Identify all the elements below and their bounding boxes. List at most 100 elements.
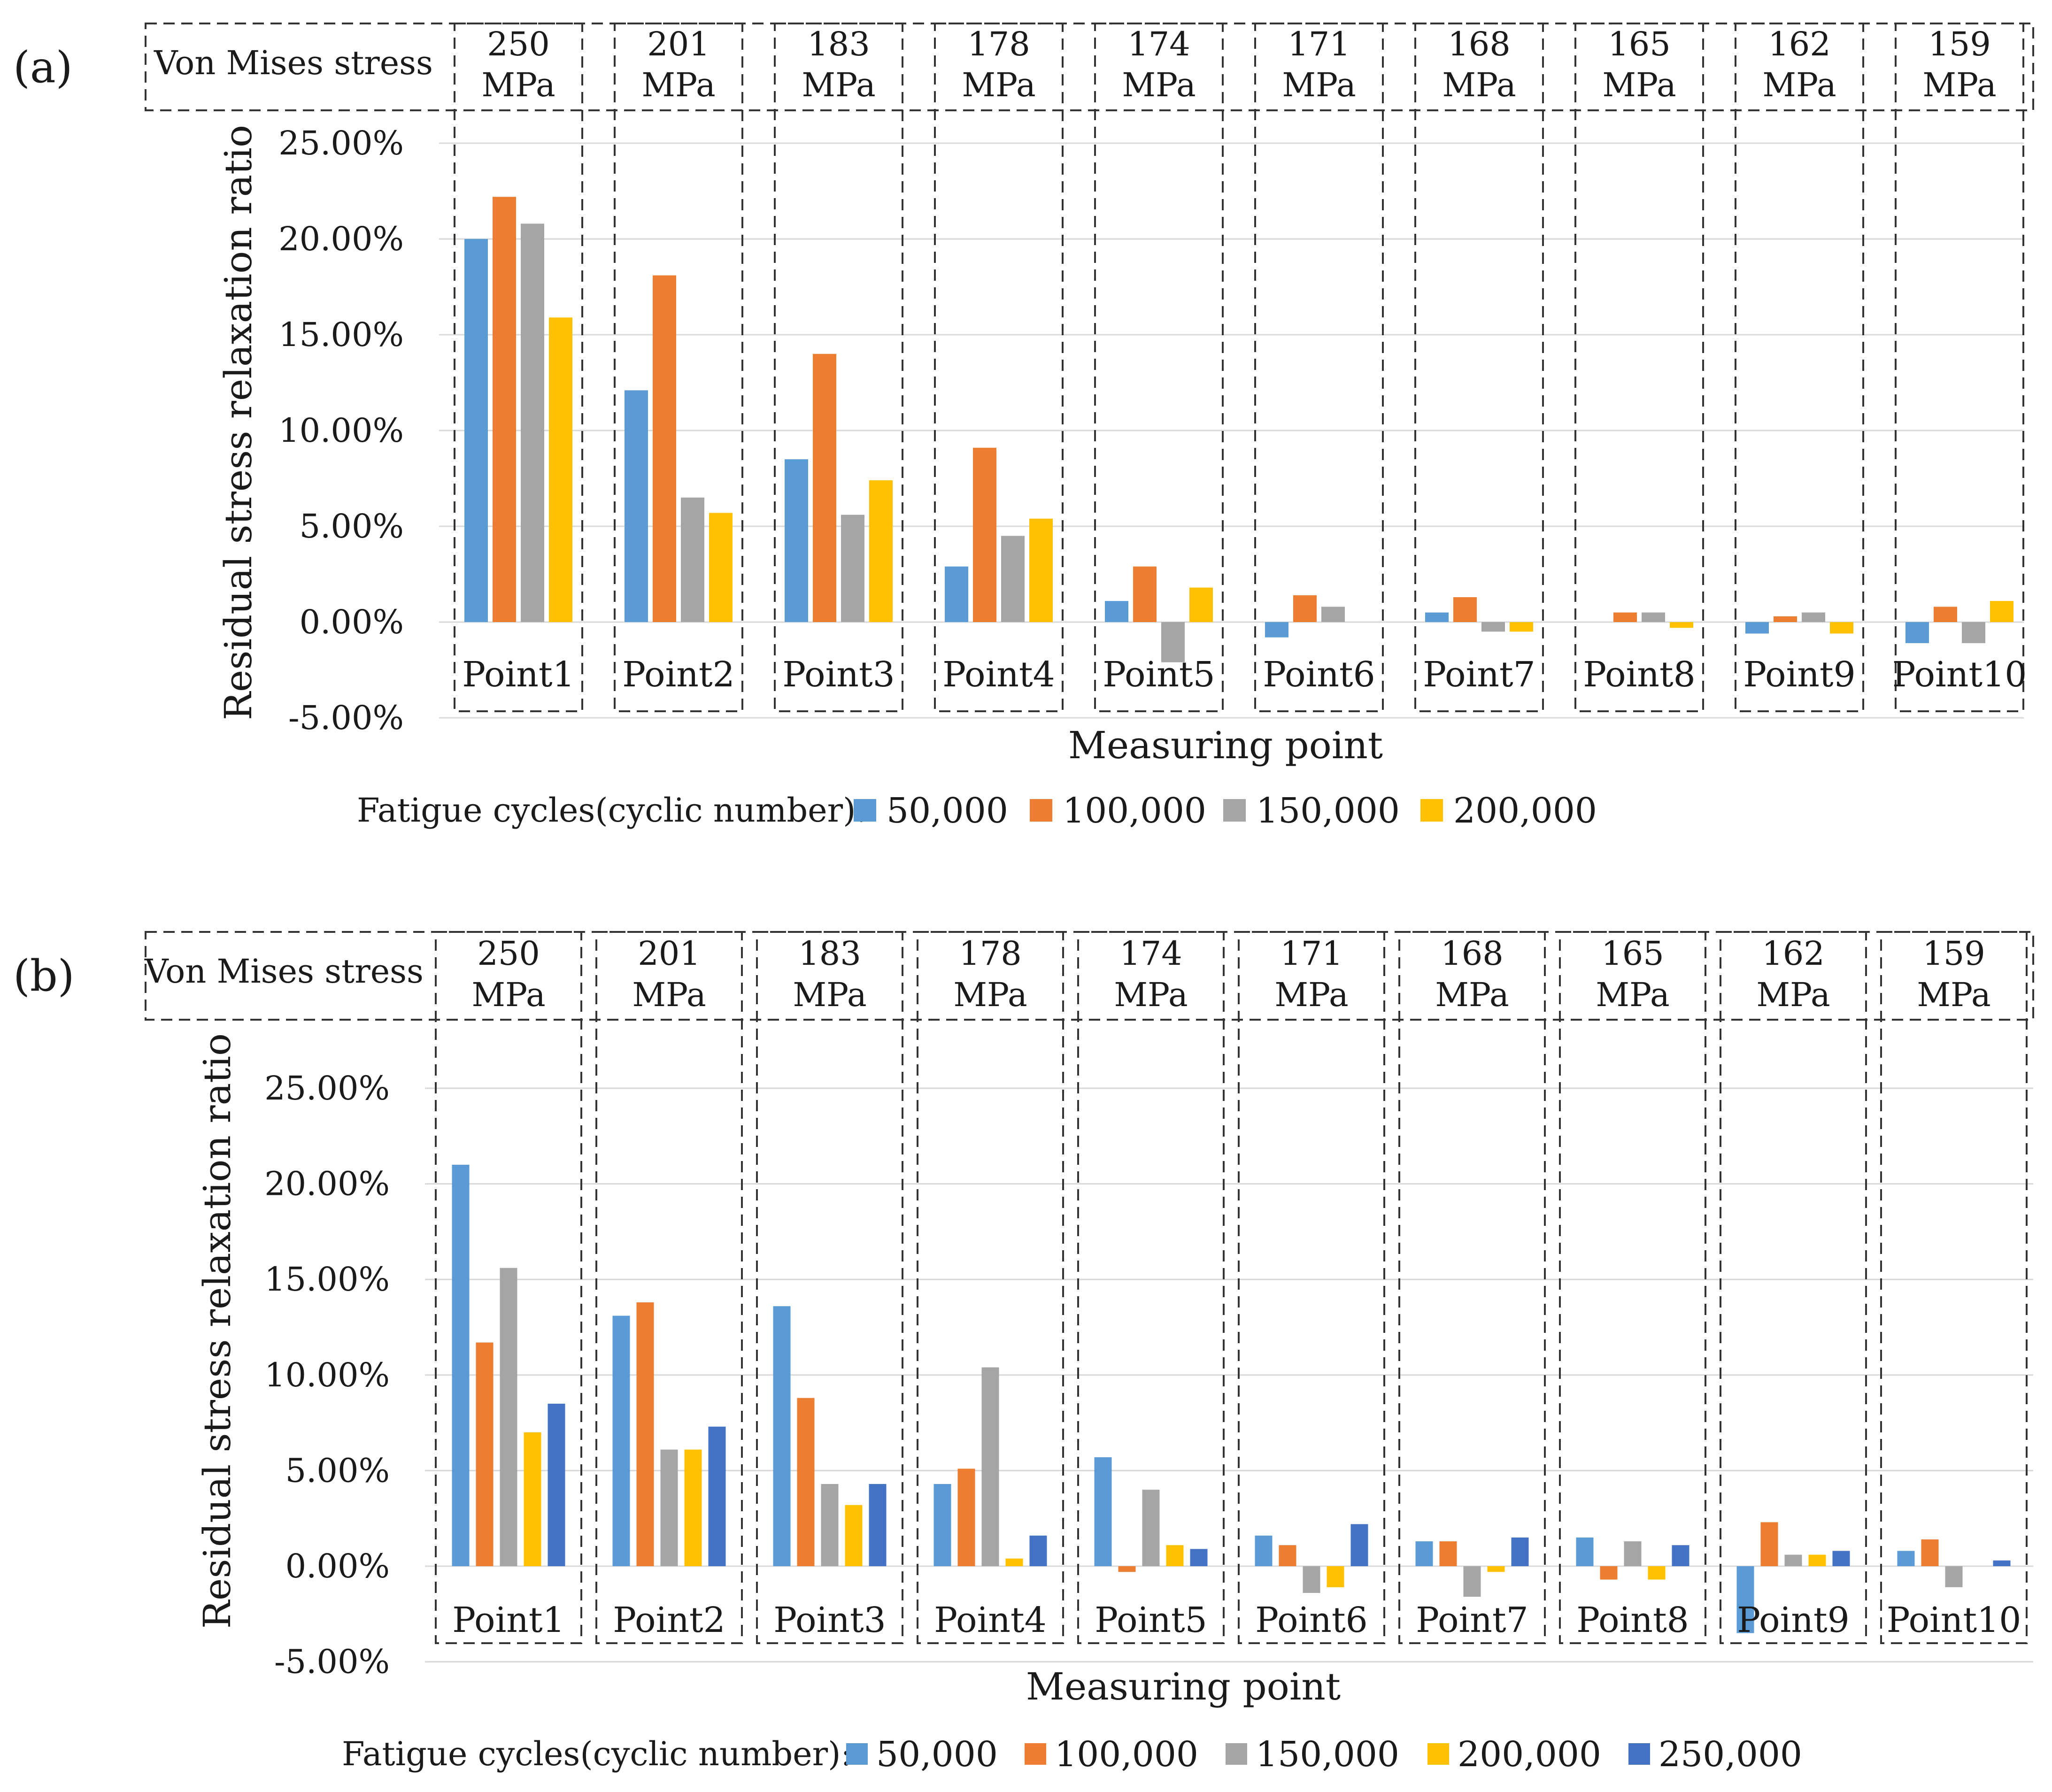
bar-point6-series-3 (1321, 607, 1345, 622)
bar-point4-series-1 (933, 1484, 951, 1566)
bar-point6-series-3 (1303, 1566, 1320, 1593)
stress-unit: MPa (471, 976, 545, 1014)
legend-swatch (1427, 1743, 1449, 1765)
category-label: Point1 (452, 1600, 565, 1640)
stress-value: 250 (487, 25, 550, 63)
stress-value: 165 (1608, 25, 1671, 63)
legend-swatch (1420, 799, 1443, 822)
bar-point5-series-5 (1190, 1549, 1208, 1566)
legend-swatch (1628, 1743, 1650, 1765)
stress-value: 183 (807, 25, 870, 63)
category-label: Point3 (773, 1600, 886, 1640)
stress-unit: MPa (793, 976, 866, 1014)
point-column-frame (1254, 23, 1384, 712)
bar-point2-series-1 (625, 390, 648, 622)
bar-point9-series-1 (1736, 1566, 1754, 1633)
stress-value: 168 (1448, 25, 1511, 63)
bar-point1-series-3 (500, 1268, 517, 1566)
bar-point4-series-5 (1029, 1535, 1047, 1566)
legend-label: 100,000 (1063, 791, 1206, 831)
bar-point3-series-1 (773, 1306, 791, 1566)
y-axis-label: Residual stress relaxation ratio (216, 125, 260, 720)
legend-swatch (854, 799, 876, 822)
stress-unit: MPa (632, 976, 706, 1014)
stress-unit: MPa (641, 66, 715, 104)
y-tick-label: 0.00% (285, 1547, 390, 1585)
bar-point1-series-4 (524, 1432, 541, 1566)
bar-point9-series-3 (1802, 612, 1825, 622)
stress-header-frame (145, 931, 2034, 1021)
stress-value: 159 (1928, 25, 1991, 63)
point-column-frame (1574, 23, 1704, 712)
stress-value: 171 (1288, 25, 1350, 63)
category-label: Point7 (1423, 654, 1535, 695)
bar-point10-series-3 (1945, 1566, 1963, 1587)
stress-unit: MPa (1122, 66, 1196, 104)
bar-point8-series-4 (1670, 622, 1693, 628)
point-column-frame (934, 23, 1064, 712)
stress-value: 178 (967, 25, 1030, 63)
y-tick-label: -5.00% (288, 699, 404, 737)
bar-point7-series-2 (1453, 597, 1477, 622)
bar-point9-series-2 (1774, 616, 1797, 622)
bar-point7-series-4 (1510, 622, 1533, 632)
legend-label: 150,000 (1256, 791, 1400, 831)
stress-value: 174 (1127, 25, 1190, 63)
stress-header-frame (145, 23, 2034, 111)
bar-point3-series-3 (821, 1484, 839, 1566)
stress-unit: MPa (953, 976, 1027, 1014)
point-column-frame (1720, 931, 1867, 1644)
bar-point3-series-4 (869, 480, 893, 622)
y-axis-label: Residual stress relaxation ratio (195, 1033, 239, 1629)
legend-label: 50,000 (876, 1734, 998, 1775)
category-label: Point2 (613, 1600, 725, 1640)
bar-point8-series-4 (1648, 1566, 1666, 1580)
point-column-frame (1895, 23, 2024, 712)
y-tick-label: 5.00% (285, 1451, 390, 1490)
stress-unit: MPa (962, 66, 1035, 104)
legend-swatch (1226, 1743, 1247, 1765)
category-label: Point10 (1892, 654, 2027, 695)
category-label: Point2 (622, 654, 735, 695)
bar-point7-series-2 (1439, 1541, 1457, 1566)
panel-label: (b) (13, 951, 75, 1001)
point-column-frame (774, 23, 903, 712)
bar-point8-series-2 (1600, 1566, 1618, 1580)
bar-point1-series-2 (476, 1342, 494, 1566)
bar-point4-series-2 (973, 447, 996, 622)
bar-point6-series-1 (1265, 622, 1288, 638)
bar-point1-series-4 (549, 317, 572, 622)
legend-swatch (846, 1743, 868, 1765)
legend-label: 250,000 (1659, 1734, 1802, 1775)
point-column-frame (1414, 23, 1544, 712)
bar-point5-series-3 (1161, 622, 1185, 662)
y-tick-label: 5.00% (300, 507, 404, 546)
point-column-frame (1077, 931, 1225, 1644)
panel-b-chart: (b) 25.00% 20.00% 15.00% 10.00% 5.00% 0.00% -5.… (13, 931, 2034, 1775)
stress-unit: MPa (1114, 976, 1188, 1014)
bar-point4-series-1 (945, 566, 968, 622)
point-column-frame (1398, 931, 1546, 1644)
stress-value: 162 (1762, 934, 1825, 973)
category-label: Point9 (1737, 1600, 1850, 1640)
bar-point5-series-2 (1133, 566, 1157, 622)
bar-point7-series-4 (1487, 1566, 1505, 1572)
bar-point10-series-3 (1962, 622, 1985, 643)
category-label: Point4 (942, 654, 1055, 695)
y-tick-label: 25.00% (278, 124, 404, 162)
bar-point3-series-2 (813, 354, 836, 622)
bar-point1-series-5 (548, 1403, 565, 1566)
stress-unit: MPa (1922, 66, 1996, 104)
bar-point5-series-3 (1142, 1490, 1160, 1566)
category-label: Point5 (1103, 654, 1215, 695)
legend-swatch (1025, 1743, 1046, 1765)
stress-value: 201 (638, 934, 701, 973)
stress-unit: MPa (1762, 66, 1836, 104)
bar-point9-series-2 (1760, 1522, 1778, 1566)
legend-label: 50,000 (887, 791, 1008, 831)
stress-value: 178 (959, 934, 1022, 973)
bar-point8-series-1 (1576, 1537, 1594, 1566)
bar-point1-series-1 (452, 1164, 470, 1566)
bar-point9-series-5 (1832, 1551, 1850, 1566)
